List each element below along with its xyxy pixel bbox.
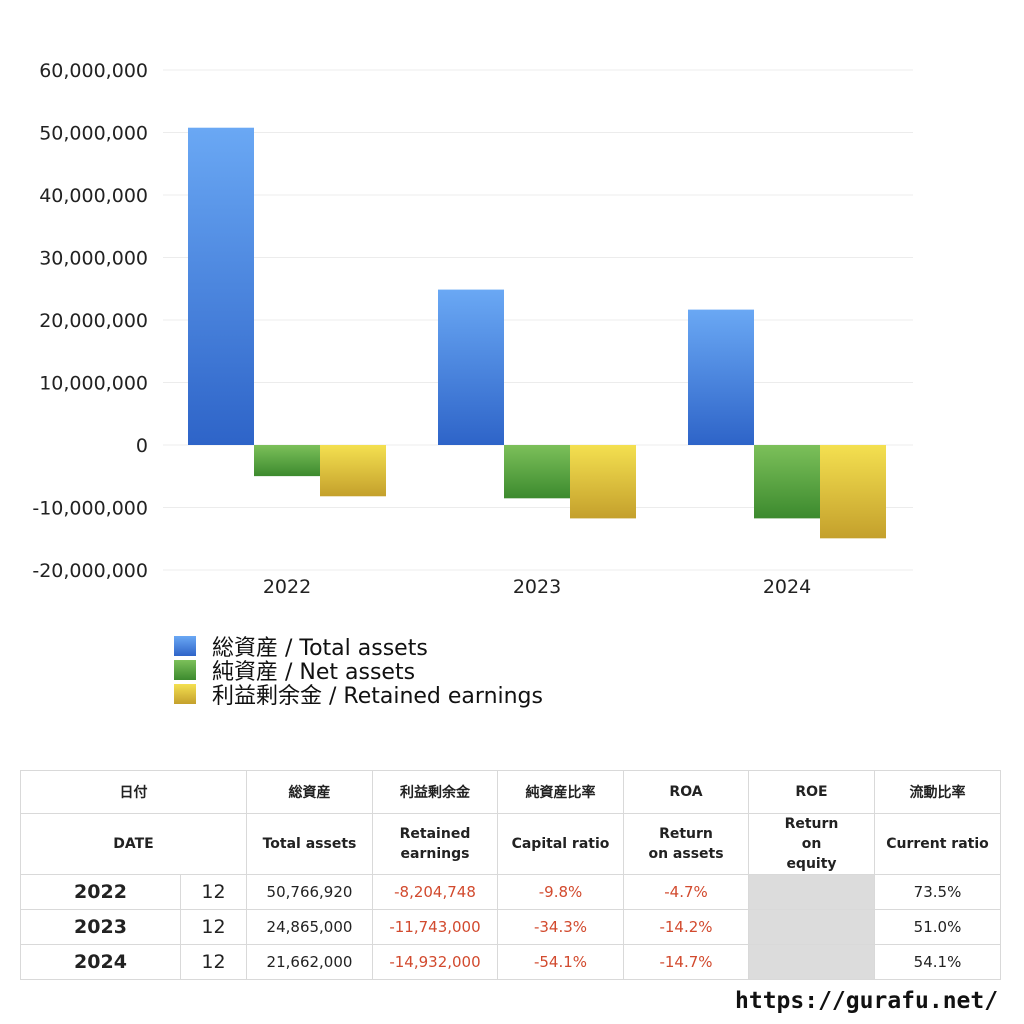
roe-cell — [748, 944, 875, 980]
x-tick-label: 2024 — [763, 576, 811, 598]
capital-ratio-cell: -34.3% — [497, 909, 624, 945]
x-tick-label: 2022 — [263, 576, 311, 598]
y-tick-label: 20,000,000 — [39, 310, 148, 332]
retained-cell: -14,932,000 — [372, 944, 498, 980]
metrics-table: 日付 総資産 利益剰余金 純資産比率 ROA ROE 流動比率 DATE Tot… — [20, 770, 1001, 980]
bar-2-2023 — [570, 445, 636, 519]
capital-ratio-cell: -9.8% — [497, 874, 624, 910]
retained-cell: -11,743,000 — [372, 909, 498, 945]
roe-cell — [748, 909, 875, 945]
table-row: 2023 12 24,865,000 -11,743,000 -34.3% -1… — [20, 909, 1001, 945]
legend-item-net-assets: 純資産 / Net assets — [174, 658, 543, 685]
bars — [188, 127, 886, 539]
header-roa-en: Return on assets — [623, 813, 749, 875]
month-cell: 12 — [180, 909, 247, 945]
x-tick-label: 2023 — [513, 576, 561, 598]
bar-1-2022 — [254, 445, 320, 477]
roa-cell: -4.7% — [623, 874, 749, 910]
y-tick-label: -10,000,000 — [32, 498, 148, 520]
legend-item-retained-earnings: 利益剰余金 / Retained earnings — [174, 682, 543, 709]
header-date-en: DATE — [20, 813, 247, 875]
header-date-jp: 日付 — [20, 770, 247, 814]
header-total-assets-jp: 総資産 — [246, 770, 373, 814]
table-row: 2024 12 21,662,000 -14,932,000 -54.1% -1… — [20, 944, 1001, 980]
bar-1-2023 — [504, 445, 570, 499]
header-capital-ratio-jp: 純資産比率 — [497, 770, 624, 814]
legend: 総資産 / Total assets 純資産 / Net assets 利益剰余… — [174, 634, 543, 709]
header-retained-en: Retained earnings — [372, 813, 498, 875]
bar-0-2024 — [688, 309, 754, 445]
y-tick-label: -20,000,000 — [32, 560, 148, 582]
legend-label: 総資産 / Total assets — [212, 636, 428, 661]
capital-ratio-cell: -54.1% — [497, 944, 624, 980]
current-ratio-cell: 51.0% — [874, 909, 1001, 945]
bar-2-2024 — [820, 445, 886, 539]
roa-cell: -14.7% — [623, 944, 749, 980]
bar-1-2024 — [754, 445, 820, 519]
y-tick-label: 30,000,000 — [39, 248, 148, 270]
year-cell: 2024 — [20, 944, 181, 980]
header-total-assets-en: Total assets — [246, 813, 373, 875]
bar-0-2022 — [188, 127, 254, 445]
bar-2-2022 — [320, 445, 386, 497]
y-tick-label: 60,000,000 — [39, 60, 148, 82]
total-assets-cell: 21,662,000 — [246, 944, 373, 980]
legend-swatch-retained-earnings — [174, 684, 196, 704]
roe-cell — [748, 874, 875, 910]
bar-chart: 60,000,000 50,000,000 40,000,000 30,000,000… — [32, 60, 913, 598]
y-tick-labels: 60,000,000 50,000,000 40,000,000 30,000,000… — [32, 60, 148, 582]
roa-cell: -14.2% — [623, 909, 749, 945]
header-row-jp: 日付 総資産 利益剰余金 純資産比率 ROA ROE 流動比率 — [20, 770, 1001, 814]
year-cell: 2023 — [20, 909, 181, 945]
y-tick-label: 0 — [136, 435, 148, 457]
header-roa-jp: ROA — [623, 770, 749, 814]
legend-swatch-total-assets — [174, 636, 196, 656]
bar-0-2023 — [438, 289, 504, 445]
current-ratio-cell: 54.1% — [874, 944, 1001, 980]
y-tick-label: 10,000,000 — [39, 373, 148, 395]
legend-swatch-net-assets — [174, 660, 196, 680]
legend-label: 利益剰余金 / Retained earnings — [212, 684, 543, 709]
month-cell: 12 — [180, 874, 247, 910]
header-row-en: DATE Total assets Retained earnings Capi… — [20, 813, 1001, 875]
year-cell: 2022 — [20, 874, 181, 910]
x-tick-labels: 2022 2023 2024 — [263, 576, 811, 598]
y-tick-label: 40,000,000 — [39, 185, 148, 207]
table-row: 2022 12 50,766,920 -8,204,748 -9.8% -4.7… — [20, 874, 1001, 910]
current-ratio-cell: 73.5% — [874, 874, 1001, 910]
header-roe-en: Return on equity — [748, 813, 875, 875]
header-current-ratio-jp: 流動比率 — [874, 770, 1001, 814]
header-roe-jp: ROE — [748, 770, 875, 814]
retained-cell: -8,204,748 — [372, 874, 498, 910]
header-current-ratio-en: Current ratio — [874, 813, 1001, 875]
y-tick-label: 50,000,000 — [39, 123, 148, 145]
header-capital-ratio-en: Capital ratio — [497, 813, 624, 875]
month-cell: 12 — [180, 944, 247, 980]
site-url: https://gurafu.net/ — [735, 988, 999, 1014]
total-assets-cell: 24,865,000 — [246, 909, 373, 945]
legend-label: 純資産 / Net assets — [212, 660, 416, 685]
header-retained-jp: 利益剰余金 — [372, 770, 498, 814]
total-assets-cell: 50,766,920 — [246, 874, 373, 910]
legend-item-total-assets: 総資産 / Total assets — [174, 634, 543, 661]
